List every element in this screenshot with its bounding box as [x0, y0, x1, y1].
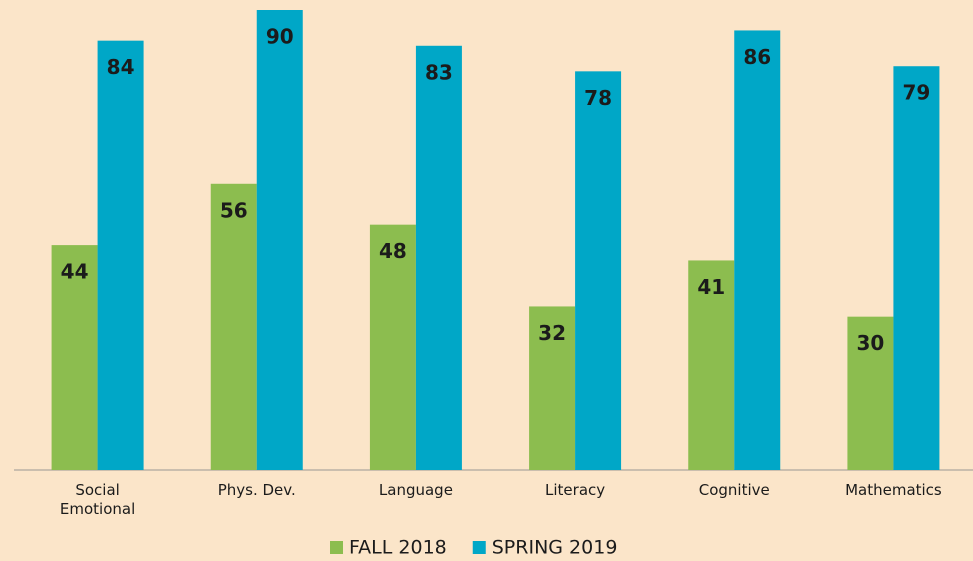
- data-label: 56: [220, 198, 248, 222]
- bar: [415, 45, 462, 471]
- legend-swatch: [330, 541, 343, 554]
- data-label: 78: [584, 86, 612, 110]
- data-label: 84: [107, 55, 135, 79]
- bar: [529, 306, 576, 470]
- bar: [210, 183, 257, 470]
- data-label: 41: [697, 275, 725, 299]
- data-label: 48: [379, 239, 407, 263]
- data-label: 79: [902, 81, 930, 105]
- legend-swatch: [472, 541, 486, 554]
- x-tick-label: Language: [379, 481, 453, 499]
- data-label: 44: [61, 260, 89, 284]
- data-label: 90: [266, 25, 294, 49]
- bar: [575, 71, 622, 470]
- x-tick-label: Phys. Dev.: [218, 481, 296, 499]
- data-label: 32: [538, 321, 566, 345]
- x-tick-label: Literacy: [545, 481, 605, 499]
- data-label: 30: [856, 331, 884, 355]
- data-label: 86: [743, 45, 771, 69]
- bar: [893, 66, 940, 470]
- legend-label: FALL 2018: [349, 537, 447, 559]
- bar: [256, 10, 303, 470]
- bar: [847, 316, 894, 470]
- x-tick-label: Cognitive: [699, 481, 770, 499]
- bar: [51, 245, 98, 470]
- bar: [369, 224, 416, 470]
- x-tick-label: Social Emotional: [60, 481, 135, 518]
- x-tick-label: Mathematics: [845, 481, 942, 499]
- bar: [97, 40, 144, 471]
- legend-label: SPRING 2019: [492, 537, 618, 559]
- data-label: 83: [425, 60, 453, 84]
- bar: [688, 260, 735, 470]
- bar: [734, 30, 781, 470]
